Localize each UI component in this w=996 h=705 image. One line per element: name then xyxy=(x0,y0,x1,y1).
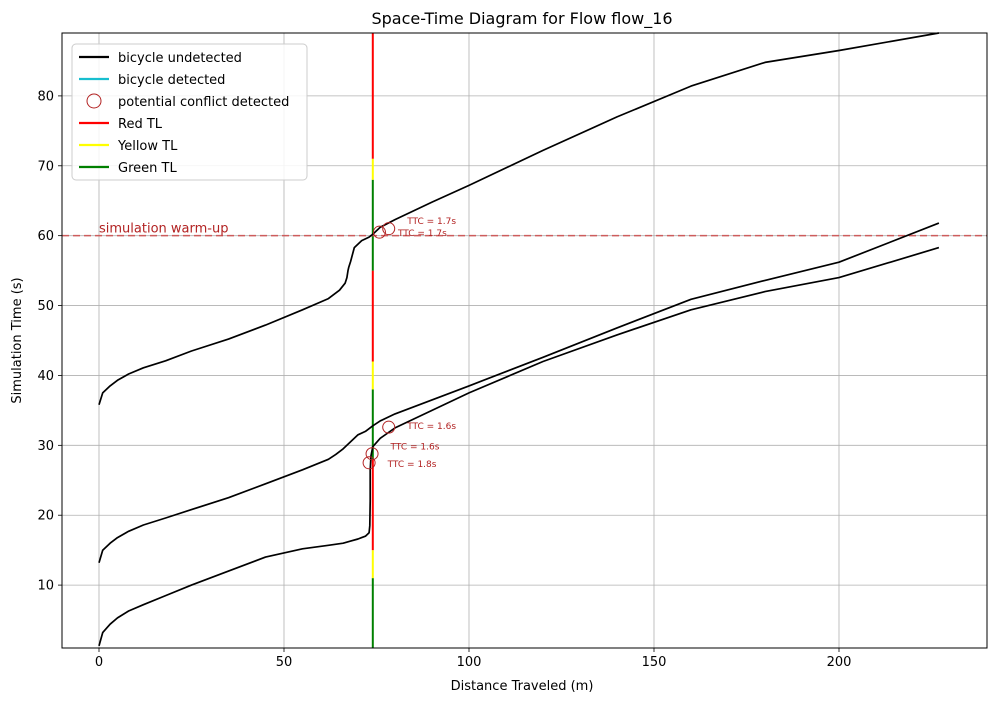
trajectory-series xyxy=(98,32,940,647)
conflict-marker xyxy=(382,222,396,236)
legend-label: bicycle detected xyxy=(118,73,225,88)
y-tick-label: 40 xyxy=(37,369,54,384)
y-tick-label: 10 xyxy=(37,579,54,594)
legend-label: Red TL xyxy=(118,117,163,132)
conflict-ttc-label: TTC = 1.7s xyxy=(397,229,447,239)
warm-up-label: simulation warm-up xyxy=(99,222,228,237)
x-tick-label: 100 xyxy=(457,655,482,670)
warm-up-line: simulation warm-up xyxy=(62,222,987,237)
plot-frame xyxy=(61,32,988,649)
y-tick-label: 20 xyxy=(37,509,54,524)
y-tick-label: 80 xyxy=(37,89,54,104)
y-tick-label: 60 xyxy=(37,229,54,244)
legend-box xyxy=(71,43,308,181)
legend: bicycle undetected bicycle detected potent… xyxy=(71,43,308,181)
x-tick-label: 0 xyxy=(95,655,103,670)
y-tick-label: 70 xyxy=(37,159,54,174)
x-tick-label: 150 xyxy=(642,655,667,670)
conflict-marker xyxy=(382,420,396,434)
x-tick-label: 200 xyxy=(827,655,852,670)
y-axis-label: Simulation Time (s) xyxy=(10,277,25,403)
conflict-markers: TTC = 1.8s TTC = 1.6s TTC = 1.6s TTC = 1.7s… xyxy=(362,217,456,470)
trajectory-line xyxy=(98,246,940,647)
conflict-ttc-label: TTC = 1.7s xyxy=(406,217,456,227)
x-tick-label: 50 xyxy=(276,655,293,670)
axis-ticks: 0 50 100 150 200 10 20 30 40 50 60 70 80 xyxy=(37,89,851,670)
conflict-marker xyxy=(365,447,379,461)
trajectory-line xyxy=(98,222,940,563)
conflict-ttc-label: TTC = 1.6s xyxy=(390,443,440,453)
trajectory-line xyxy=(98,32,940,406)
conflict-marker xyxy=(372,225,386,239)
legend-label: bicycle undetected xyxy=(118,51,242,66)
conflict-marker xyxy=(362,456,376,470)
y-tick-label: 50 xyxy=(37,299,54,314)
legend-label: Green TL xyxy=(118,161,177,176)
conflict-ttc-label: TTC = 1.6s xyxy=(406,422,456,432)
conflict-ttc-label: TTC = 1.8s xyxy=(387,460,437,470)
chart-title: Space-Time Diagram for Flow flow_16 xyxy=(371,9,672,29)
legend-marker xyxy=(86,93,102,109)
y-tick-label: 30 xyxy=(37,439,54,454)
legend-label: Yellow TL xyxy=(117,139,178,154)
legend-label: potential conflict detected xyxy=(118,95,289,110)
x-axis-label: Distance Traveled (m) xyxy=(451,679,594,694)
